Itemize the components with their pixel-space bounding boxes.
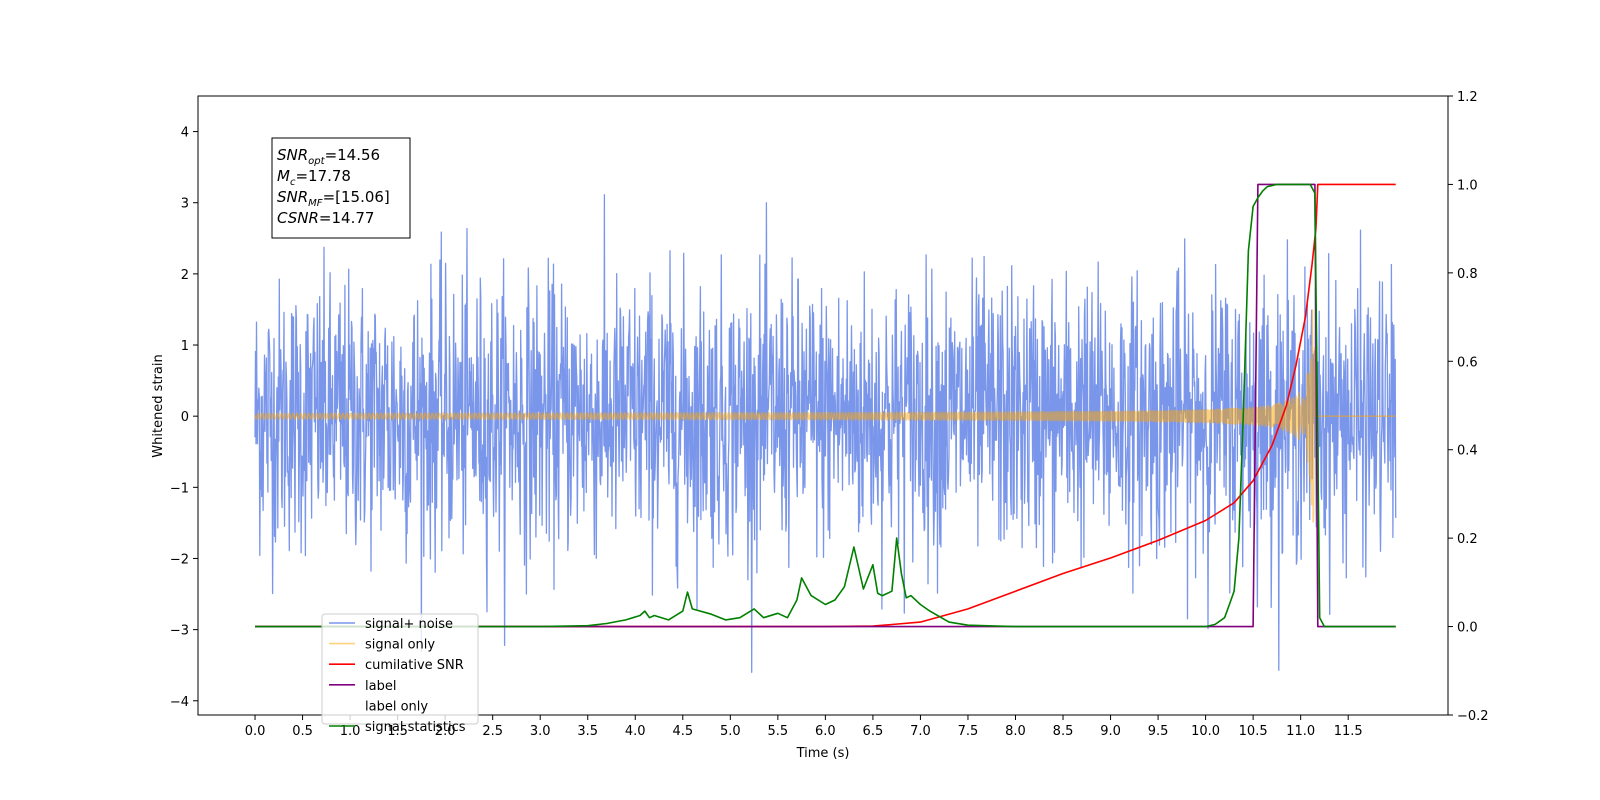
x-tick-label: 10.0: [1191, 724, 1220, 739]
y-tick-label: −1: [170, 481, 189, 496]
x-tick-label: 8.0: [1005, 724, 1026, 739]
x-tick-label: 6.0: [815, 724, 836, 739]
x-tick-label: 5.5: [768, 724, 789, 739]
x-tick-label: 9.5: [1148, 724, 1169, 739]
legend-entry: signal only: [365, 638, 435, 653]
x-axis: 0.0 0.5 1.0 1.5 2.0 2.5 3.0 3.5 4.0 4.5 5.0 5.5 6.0 6…: [245, 715, 1363, 739]
y-tick-label: −3: [170, 624, 189, 639]
annotation-frame: [271, 137, 411, 239]
x-tick-label: 2.0: [435, 724, 456, 739]
annotation-line: Mc=17.78: [277, 167, 351, 188]
y-axis-label: Whitened strain: [151, 354, 166, 457]
annotation-symbol: SNR: [277, 188, 308, 206]
x-tick-label: 9.0: [1100, 724, 1121, 739]
annotation-line: CSNR=14.77: [277, 209, 374, 227]
y-tick-label: −4: [170, 695, 189, 710]
x-tick-label: 6.5: [863, 724, 884, 739]
x-tick-label: 3.5: [577, 724, 598, 739]
series-line-0: [254, 194, 1397, 673]
annotation-value: =14.77: [319, 209, 375, 227]
annotation-subscript: MF: [308, 198, 323, 209]
y-tick-label: 2: [181, 268, 189, 283]
x-tick-label: 4.5: [672, 724, 693, 739]
legend: signal+ noise signal only cumilative SNR la…: [321, 613, 479, 735]
x-tick-label: 4.0: [625, 724, 646, 739]
annotation-value: =17.78: [295, 167, 351, 185]
x-tick-label: 0.0: [245, 724, 266, 739]
x-tick-label: 3.0: [530, 724, 551, 739]
legend-entry: signal statistics: [365, 720, 466, 735]
y-tick-label: 3: [181, 197, 189, 212]
annotation-symbol: M: [277, 167, 290, 185]
series-line-3: [255, 183, 1396, 628]
series-layer: [254, 183, 1397, 673]
plot-frame: [197, 95, 1449, 716]
annotation-value: =[15.06]: [323, 188, 390, 206]
y2-tick-label: −0.2: [1457, 709, 1489, 724]
legend-entry: cumilative SNR: [365, 658, 464, 673]
annotation-symbol: CSNR: [277, 209, 319, 227]
y-tick-label: −2: [170, 552, 189, 567]
legend-frame: [321, 613, 479, 725]
legend-entry: signal+ noise: [365, 617, 453, 632]
y-tick-label: 1: [181, 339, 189, 354]
series-line-5: [255, 183, 1396, 628]
y-tick-label: 4: [181, 126, 189, 141]
x-tick-label: 1.5: [387, 724, 408, 739]
legend-entry: label only: [365, 699, 428, 714]
x-tick-label: 2.5: [482, 724, 503, 739]
x-tick-label: 11.0: [1286, 724, 1315, 739]
annotation-symbol: SNR: [277, 146, 308, 164]
y-tick-label: 0: [181, 410, 189, 425]
x-tick-label: 7.0: [910, 724, 931, 739]
y2-tick-label: 0.0: [1457, 621, 1478, 636]
legend-entry: label: [365, 679, 396, 694]
y2-tick-label: 0.6: [1457, 355, 1478, 370]
y-axis-left: 4 3 2 1 0 −1 −2 −3 −4: [170, 126, 198, 710]
annotation-subscript: opt: [308, 156, 325, 167]
annotation-line: SNRopt=14.56: [277, 146, 380, 167]
x-tick-label: 8.5: [1053, 724, 1074, 739]
x-tick-label: 11.5: [1334, 724, 1363, 739]
y2-tick-label: 0.2: [1457, 532, 1478, 547]
x-tick-label: 10.5: [1239, 724, 1268, 739]
annotation-value: =14.56: [325, 146, 381, 164]
x-tick-label: 1.0: [340, 724, 361, 739]
annotation-subscript: c: [290, 177, 296, 188]
x-tick-label: 5.0: [720, 724, 741, 739]
y2-tick-label: 0.4: [1457, 444, 1478, 459]
x-axis-label: Time (s): [796, 746, 850, 761]
x-tick-label: 0.5: [292, 724, 313, 739]
annotation-line: SNRMF=[15.06]: [277, 188, 390, 209]
stats-annotation-box: SNRopt=14.56Mc=17.78SNRMF=[15.06]CSNR=14…: [271, 137, 411, 239]
x-tick-label: 7.5: [958, 724, 979, 739]
series-line-2: [255, 183, 1396, 628]
y2-tick-label: 1.2: [1457, 90, 1478, 105]
y2-tick-label: 1.0: [1457, 178, 1478, 193]
y2-tick-label: 0.8: [1457, 267, 1478, 282]
series-line-1: [254, 309, 1397, 523]
y-axis-right: 1.2 1.0 0.8 0.6 0.4 0.2 0.0 −0.2: [1448, 90, 1489, 724]
